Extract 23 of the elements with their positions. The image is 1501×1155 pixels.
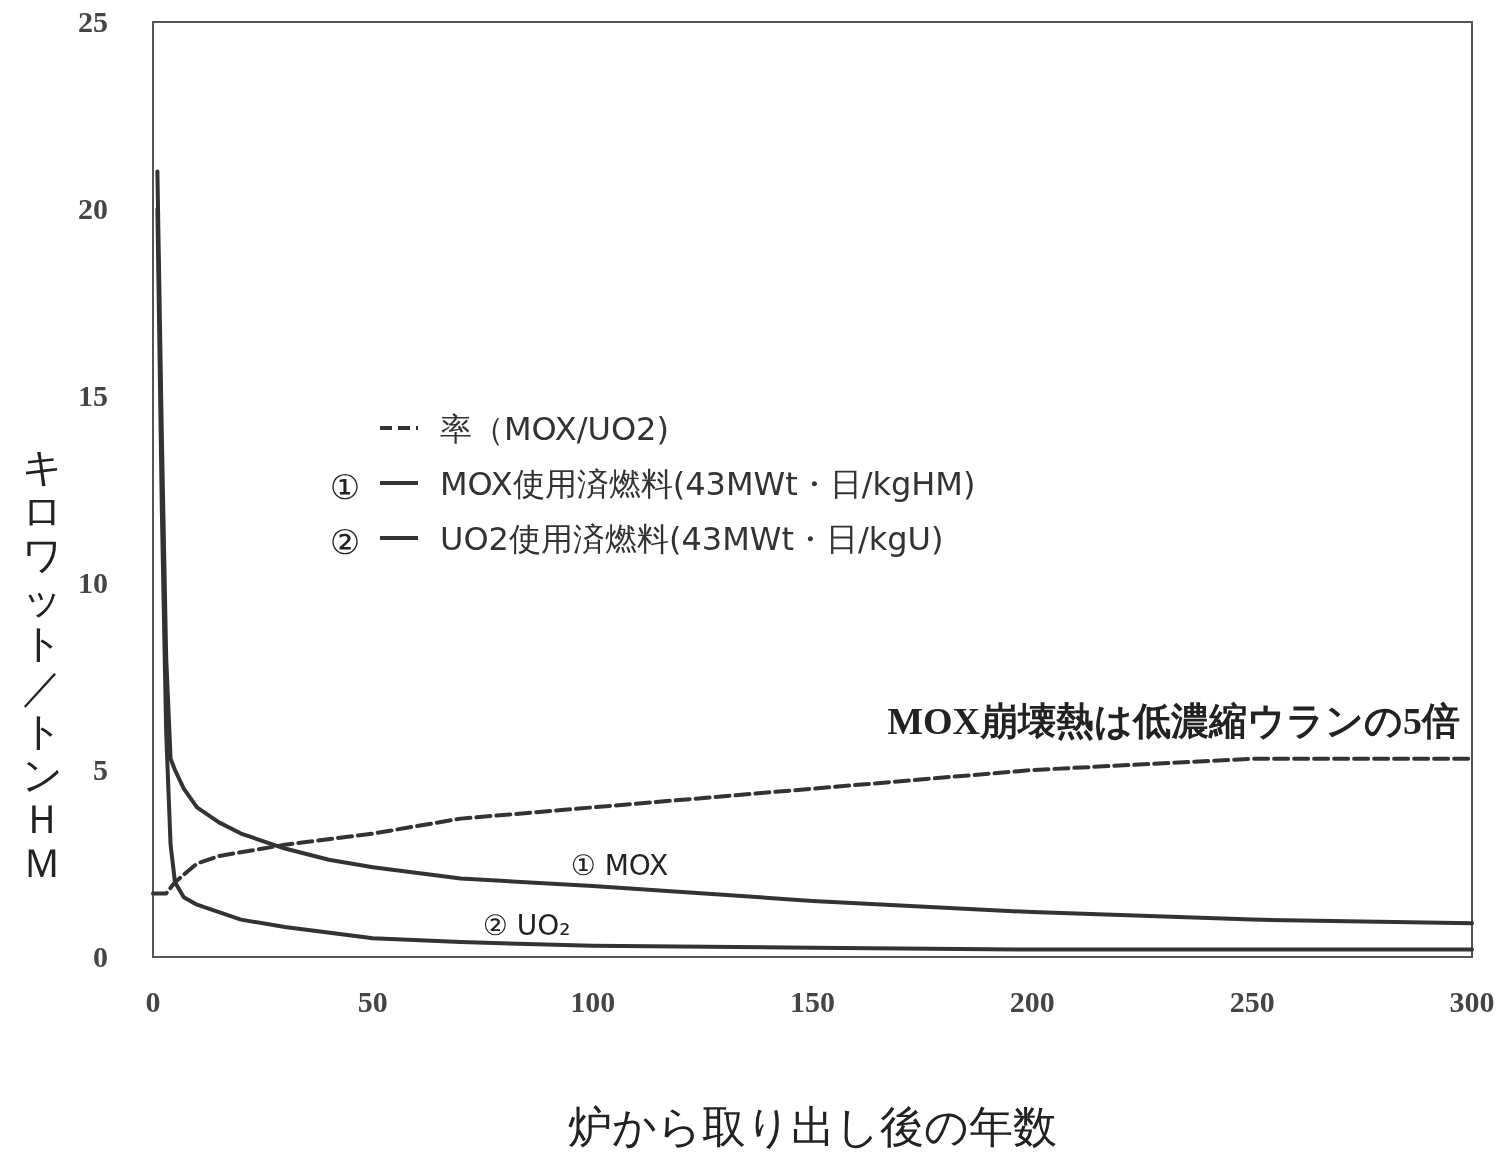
x-tick-label: 200 xyxy=(1009,985,1055,1018)
x-tick-label: 150 xyxy=(790,985,835,1018)
annotation: ② UO₂ xyxy=(482,908,571,942)
y-tick-label: 25 xyxy=(78,5,108,38)
y-tick-label: 0 xyxy=(93,940,108,973)
legend-label: MOX使用済燃料(43MWt・日/kgHM) xyxy=(440,465,976,503)
x-tick-label: 300 xyxy=(1449,985,1495,1018)
x-tick-label: 50 xyxy=(357,985,388,1018)
annotation: ① xyxy=(329,467,361,507)
x-axis-title: 炉から取り出し後の年数 xyxy=(568,1103,1057,1152)
ylabel: キロワット／トンＨＭ xyxy=(21,445,63,886)
y-tick-label: 5 xyxy=(93,753,108,786)
annotation: ① MOX xyxy=(570,848,669,882)
y-tick-label: 15 xyxy=(78,379,108,412)
y-tick-label: 10 xyxy=(78,566,108,599)
y-tick-label: 20 xyxy=(78,192,108,225)
legend-label: UO2使用済燃料(43MWt・日/kgU) xyxy=(440,520,944,558)
x-tick-label: 100 xyxy=(570,985,616,1018)
legend-label: 率（MOX/UO2) xyxy=(440,410,669,448)
x-tick-label: 250 xyxy=(1229,985,1275,1018)
annotation: MOX崩壊熱は低濃縮ウランの5倍 xyxy=(887,699,1460,742)
annotation: ② xyxy=(329,522,361,562)
x-tick-label: 0 xyxy=(145,985,161,1018)
